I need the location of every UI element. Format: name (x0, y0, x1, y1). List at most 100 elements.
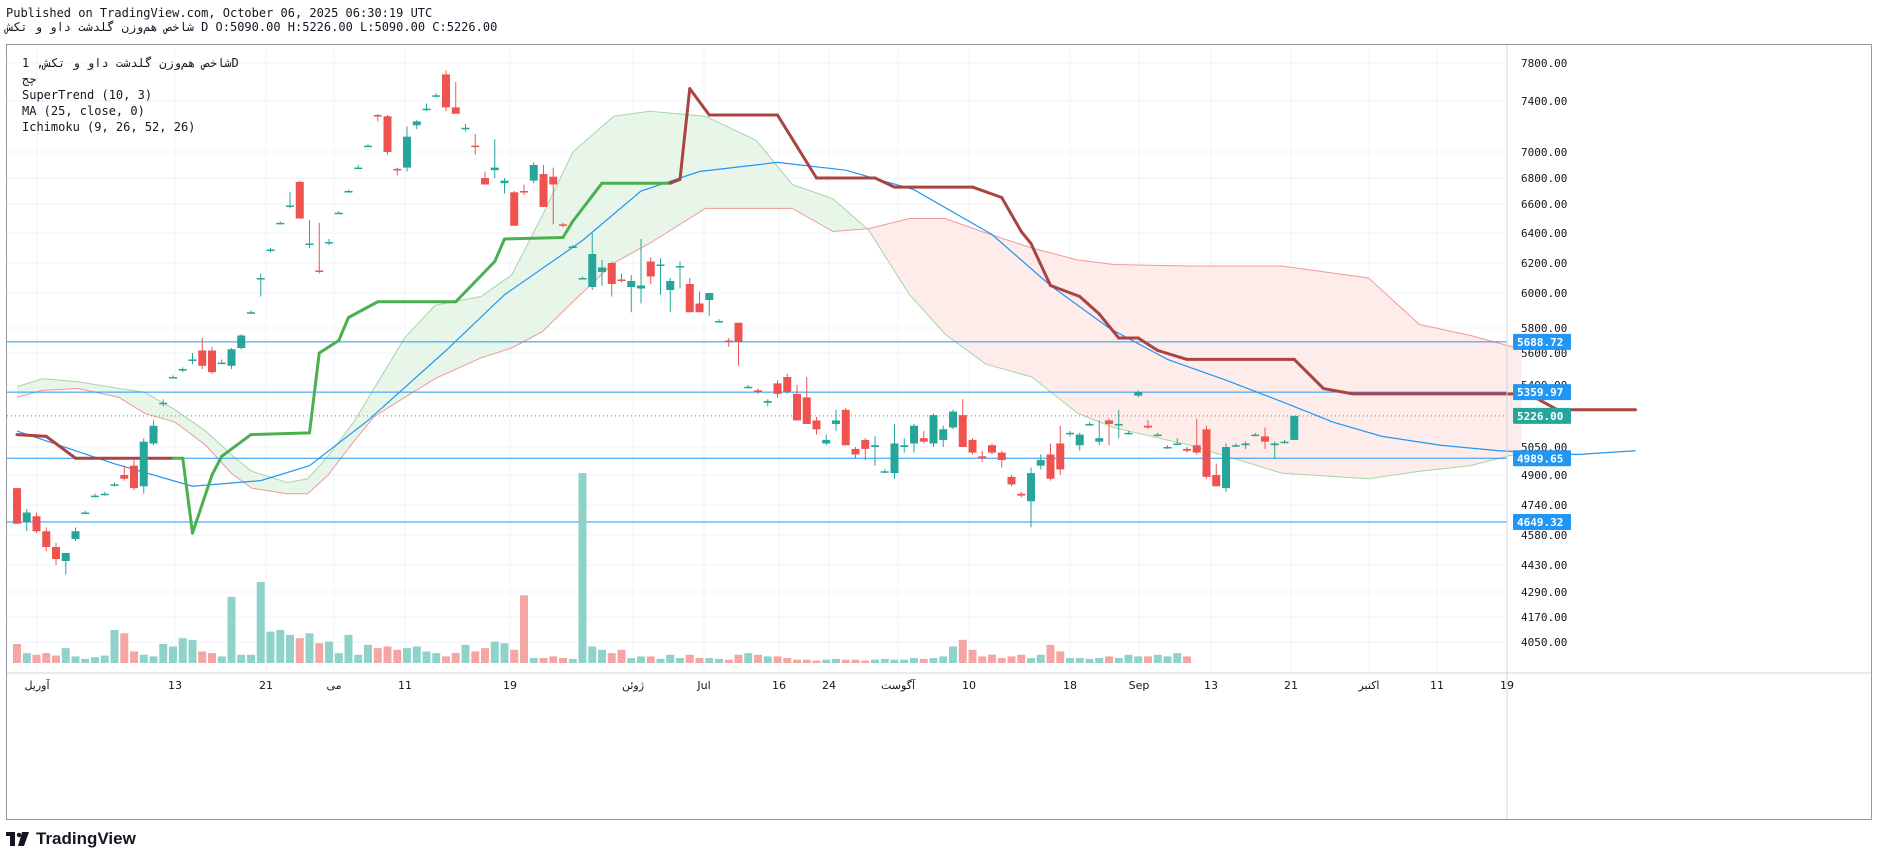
candle[interactable] (295, 181, 304, 219)
candle[interactable] (52, 547, 60, 559)
candle[interactable] (666, 281, 675, 290)
supertrend-segment[interactable] (15, 433, 48, 438)
supertrend-segment[interactable] (454, 260, 497, 304)
candle[interactable] (490, 167, 499, 171)
candle[interactable] (217, 362, 226, 365)
supertrend-segment[interactable] (347, 300, 380, 319)
candle[interactable] (705, 293, 714, 300)
candle[interactable] (1144, 425, 1152, 428)
candle[interactable] (1134, 392, 1143, 396)
candle[interactable] (529, 165, 538, 181)
candle[interactable] (695, 303, 704, 313)
supertrend-segment[interactable] (1322, 387, 1355, 396)
candle[interactable] (442, 74, 450, 108)
candle[interactable] (539, 174, 548, 207)
candle[interactable] (13, 488, 21, 524)
candle[interactable] (656, 264, 665, 267)
candle[interactable] (344, 191, 353, 193)
candle[interactable] (334, 212, 343, 215)
candle[interactable] (793, 393, 801, 421)
candle[interactable] (1261, 436, 1269, 442)
candle[interactable] (754, 390, 762, 393)
candle[interactable] (617, 279, 626, 282)
candle[interactable] (988, 445, 996, 453)
candle[interactable] (71, 531, 80, 539)
candle[interactable] (1173, 443, 1182, 445)
supertrend-segment[interactable] (1292, 357, 1325, 391)
price-chart[interactable]: 7800.00 7400.00 7000.00 6800.00 6600.00 6400.… (7, 45, 1871, 819)
candle[interactable] (1270, 443, 1279, 446)
candle[interactable] (676, 266, 684, 268)
candle[interactable] (812, 420, 821, 430)
candle[interactable] (744, 386, 753, 389)
candle[interactable] (685, 284, 694, 313)
candle[interactable] (403, 136, 411, 168)
candle[interactable] (578, 278, 587, 280)
candle[interactable] (949, 411, 957, 428)
candle[interactable] (208, 350, 216, 373)
candle[interactable] (783, 377, 792, 393)
legend-supertrend[interactable]: SuperTrend (10, 3) (22, 88, 153, 102)
candle[interactable] (588, 254, 597, 287)
supertrend-segment[interactable] (1156, 349, 1189, 361)
candle[interactable] (451, 107, 460, 114)
supertrend-segment[interactable] (561, 219, 575, 239)
candle[interactable] (32, 516, 41, 532)
candle[interactable] (481, 178, 489, 185)
candle[interactable] (100, 493, 109, 496)
supertrend-segment[interactable] (220, 433, 253, 458)
supertrend-segment[interactable] (688, 87, 711, 117)
supertrend-segment[interactable] (249, 431, 311, 437)
candle[interactable] (432, 95, 441, 97)
candle[interactable] (646, 261, 655, 277)
supertrend-segment[interactable] (181, 456, 194, 535)
supertrend-segment[interactable] (503, 236, 565, 241)
candle[interactable] (598, 267, 606, 273)
candle[interactable] (237, 335, 246, 349)
candle[interactable] (880, 471, 889, 473)
supertrend-segment[interactable] (317, 339, 341, 355)
candle[interactable] (1017, 493, 1026, 496)
candle[interactable] (364, 145, 372, 148)
candle[interactable] (919, 438, 928, 442)
candle[interactable] (890, 443, 899, 474)
candle[interactable] (997, 452, 1006, 461)
candle[interactable] (461, 127, 470, 130)
candle[interactable] (247, 312, 255, 314)
candle[interactable] (900, 445, 909, 447)
supertrend-segment[interactable] (1029, 242, 1052, 287)
candle[interactable] (1290, 415, 1299, 440)
candle[interactable] (568, 246, 577, 249)
supertrend-segment[interactable] (308, 351, 321, 435)
candle[interactable] (354, 167, 363, 170)
supertrend-segment[interactable] (1136, 336, 1160, 352)
candle[interactable] (715, 321, 723, 323)
supertrend-segment[interactable] (1078, 295, 1101, 316)
candle[interactable] (627, 281, 636, 287)
candle[interactable] (198, 350, 207, 366)
supertrend-segment[interactable] (1000, 196, 1023, 234)
candle[interactable] (1007, 476, 1016, 485)
candle[interactable] (383, 116, 392, 152)
candle[interactable] (763, 400, 772, 403)
candle[interactable] (81, 512, 90, 515)
candle[interactable] (724, 340, 733, 343)
candle[interactable] (1192, 445, 1201, 453)
candle[interactable] (373, 115, 382, 117)
candle[interactable] (851, 448, 860, 455)
candle[interactable] (1027, 473, 1035, 502)
candle[interactable] (315, 270, 324, 273)
candle[interactable] (1056, 443, 1065, 470)
candle[interactable] (939, 429, 948, 440)
supertrend-segment[interactable] (44, 434, 77, 460)
candle[interactable] (159, 402, 168, 405)
candle[interactable] (910, 425, 918, 444)
candle[interactable] (1046, 454, 1055, 479)
candle[interactable] (188, 359, 197, 361)
candle[interactable] (61, 553, 70, 561)
supertrend-segment[interactable] (571, 181, 604, 223)
candle[interactable] (1095, 438, 1104, 442)
candle[interactable] (607, 263, 616, 284)
candle[interactable] (22, 512, 31, 522)
supertrend-segment[interactable] (776, 113, 818, 180)
